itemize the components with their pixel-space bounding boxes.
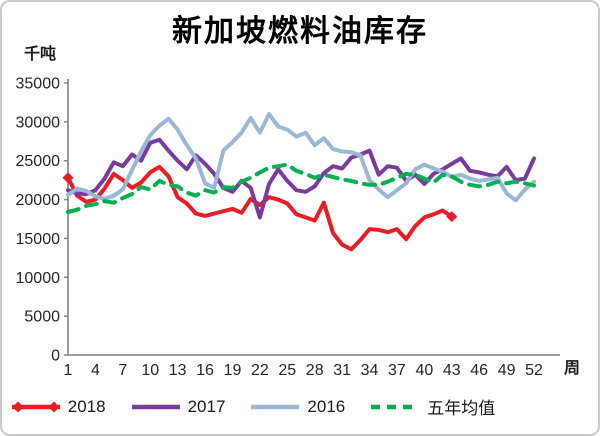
y-tick-label: 35000: [16, 76, 61, 93]
legend-item-2016: 2016: [249, 397, 345, 417]
x-tick-label: 43: [443, 362, 461, 379]
legend-marker-icon: [12, 401, 24, 412]
legend-label: 2018: [67, 396, 106, 416]
series-line-2017: [66, 137, 536, 220]
legend-item-2018: 2018: [10, 397, 106, 417]
legend-line-sample: [371, 404, 420, 409]
x-tick-label: 4: [91, 362, 100, 379]
chart-title: 新加坡燃料油库存: [172, 15, 428, 48]
x-tick-label: 13: [169, 362, 187, 379]
x-tick-label: 22: [251, 362, 269, 379]
y-tick-label: 5000: [24, 309, 60, 326]
data-point-marker: [62, 172, 74, 184]
x-tick-label: 31: [333, 362, 351, 379]
series-line-2016: [66, 112, 536, 203]
legend-item-2017: 2017: [130, 396, 226, 417]
x-tick-label: 28: [306, 362, 324, 379]
y-tick-label: 25000: [16, 153, 61, 170]
x-tick-label: 52: [525, 362, 543, 379]
legend-item-五年均值: 五年均值: [369, 394, 495, 419]
x-tick-label: 49: [498, 362, 516, 379]
series-line-五年均值: [66, 162, 536, 214]
legend-label: 2017: [187, 396, 226, 416]
legend-line-sample: [11, 401, 60, 412]
y-tick-label: 30000: [16, 114, 61, 131]
y-tick-label: 10000: [16, 270, 61, 287]
x-tick-label: 34: [361, 362, 379, 379]
chart-legend: 2018 2017 2016 五年均值: [0, 394, 600, 419]
legend-line-sample: [251, 404, 300, 409]
x-tick-label: 25: [278, 362, 296, 379]
x-tick-label: 10: [141, 362, 159, 379]
x-tick-label: 16: [196, 362, 214, 379]
x-tick-label: 7: [118, 362, 127, 379]
data-point-marker: [446, 211, 458, 223]
y-tick-label: 20000: [16, 192, 61, 209]
x-tick-label: 40: [415, 362, 433, 379]
legend-marker-icon: [48, 401, 60, 412]
series-line-2018: [66, 164, 454, 252]
legend-label: 2016: [307, 396, 346, 416]
y-tick-label: 15000: [16, 231, 61, 248]
legend-label: 五年均值: [427, 399, 496, 418]
axis-lines: [67, 79, 560, 356]
y-tick-label: 0: [51, 348, 60, 365]
x-tick-label: 1: [64, 362, 73, 379]
x-axis-unit-label: 周: [564, 360, 581, 377]
y-axis-unit-label: 千吨: [24, 46, 57, 63]
x-tick-label: 19: [224, 362, 242, 379]
x-tick-label: 37: [388, 362, 406, 379]
x-tick-label: 46: [470, 362, 488, 379]
legend-line-sample: [131, 404, 180, 409]
